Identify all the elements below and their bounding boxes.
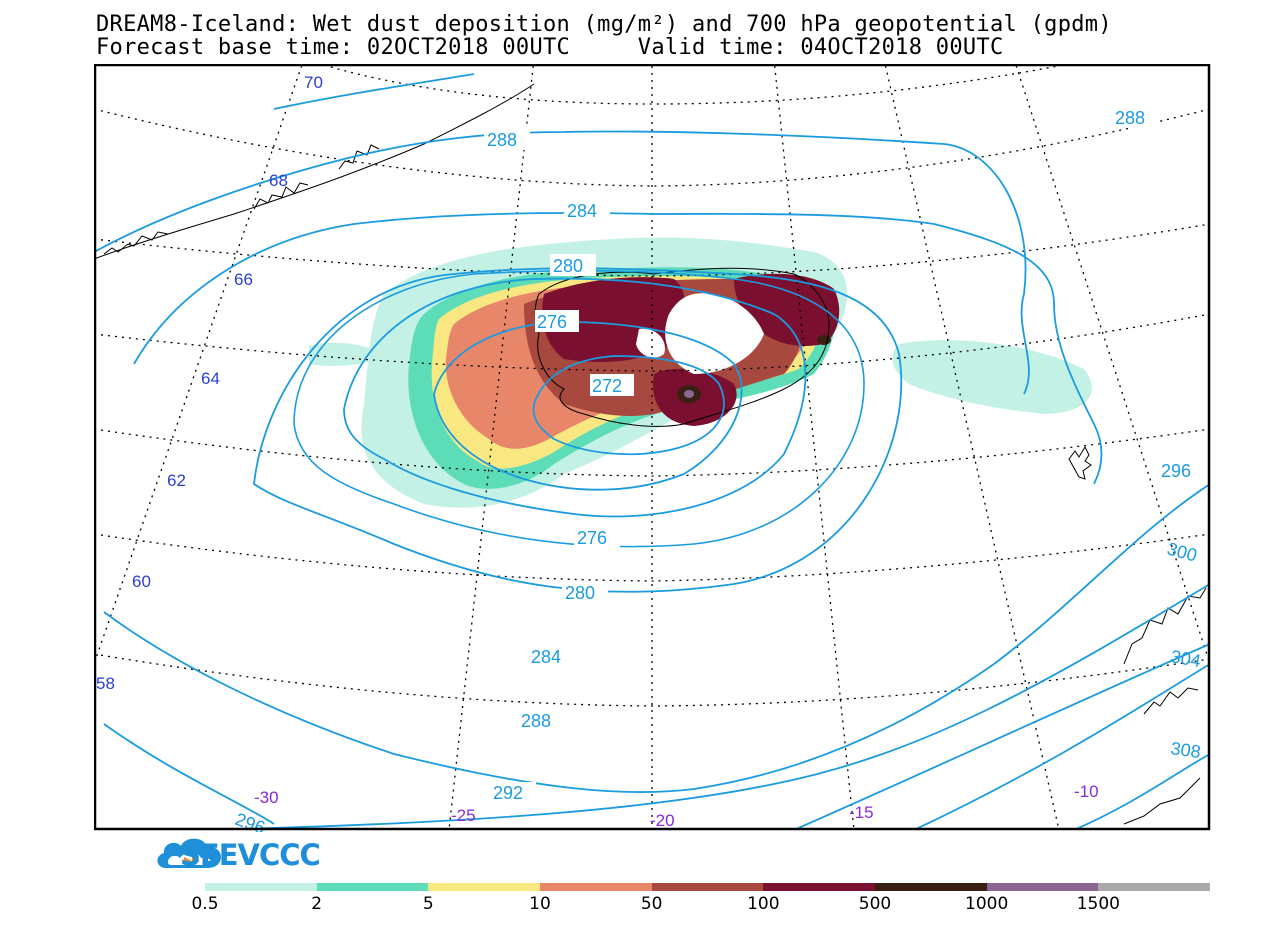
- color-legend: [205, 883, 1211, 891]
- legend-swatch: [1098, 883, 1211, 891]
- legend-swatch: [986, 883, 1099, 891]
- legend-labels: 0.5 2 5 10 50 100 500 1000 1500: [0, 894, 1276, 916]
- contour-label: 284: [531, 647, 561, 667]
- legend-swatch: [651, 883, 764, 891]
- graticule: [94, 64, 1210, 830]
- contour-label: 288: [521, 711, 551, 731]
- legend-swatch: [763, 883, 876, 891]
- legend-swatch: [540, 883, 652, 891]
- lat-label: 66: [234, 270, 253, 289]
- logo-wordmark: SEEVCCC: [180, 838, 321, 872]
- legend-tick-label: 0.5: [191, 894, 219, 914]
- legend-tick-label: 50: [640, 894, 663, 914]
- contour-label: 276: [577, 528, 607, 548]
- contour-label: 272: [592, 376, 622, 396]
- contour-label: 308: [1169, 738, 1202, 762]
- lon-label: -30: [254, 788, 279, 807]
- legend-tick-label: 1500: [1076, 894, 1120, 914]
- legend-tick-label: 10: [529, 894, 551, 914]
- lat-label: 58: [96, 674, 115, 693]
- contour-label: 292: [493, 783, 523, 803]
- map-subtitle-times: Forecast base time: 02OCT2018 00UTC Vali…: [96, 35, 1004, 60]
- lon-label: -10: [1074, 782, 1099, 801]
- contour-label: 284: [567, 201, 597, 221]
- forecast-map: 70 68 66 64 62 60 58 -30 -25 -20 -15 -10…: [94, 64, 1211, 832]
- longitude-labels: -30 -25 -20 -15 -10: [254, 782, 1099, 830]
- map-title: DREAM8-Iceland: Wet dust deposition (mg/…: [96, 12, 1112, 37]
- lat-label: 62: [167, 471, 186, 490]
- lat-label: 64: [201, 369, 220, 388]
- legend-tick-label: 500: [858, 894, 892, 914]
- contour-label: 296: [1161, 461, 1191, 481]
- contour-label: 276: [537, 312, 567, 332]
- lon-label: -25: [451, 806, 476, 825]
- legend-swatch: [205, 883, 317, 891]
- legend-tick-label: 100: [747, 894, 780, 914]
- seevccc-logo: [157, 838, 222, 868]
- legend-tick-label: 5: [422, 894, 434, 914]
- contour-label: 288: [1115, 108, 1145, 128]
- legend-tick-label: 1000: [965, 894, 1009, 914]
- geopotential-contours: [94, 73, 1210, 830]
- lon-label: -20: [650, 811, 675, 830]
- contour-label: 280: [565, 583, 595, 603]
- lon-label: -15: [849, 803, 874, 822]
- map-frame: [94, 64, 1211, 831]
- latitude-labels: 70 68 66 64 62 60 58: [96, 73, 323, 693]
- contour-label: 280: [553, 256, 583, 276]
- lat-label: 68: [269, 171, 288, 190]
- contour-label: 288: [487, 130, 517, 150]
- legend-tick-label: 2: [311, 894, 323, 914]
- legend-swatch: [875, 883, 987, 891]
- cloud-logo-icon: [157, 838, 222, 868]
- legend-swatch: [316, 883, 429, 891]
- legend-swatch: [428, 883, 541, 891]
- coastlines: [94, 83, 1207, 825]
- lat-label: 60: [132, 572, 151, 591]
- lat-label: 70: [304, 73, 323, 92]
